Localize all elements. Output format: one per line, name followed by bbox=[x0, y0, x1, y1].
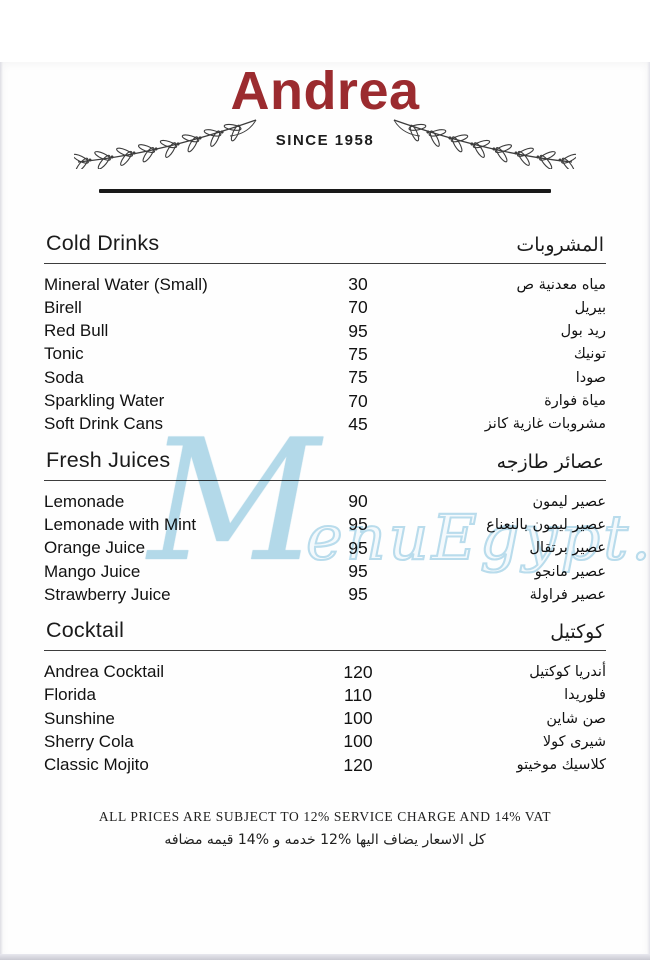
item-price: 90 bbox=[348, 491, 368, 512]
menu-item-row: Florida 110 فلوريدا bbox=[44, 684, 606, 707]
menu-section-fresh-juices: Fresh Juices عصائر طازجه Lemonade 90 عصي… bbox=[44, 448, 606, 606]
item-name-en: Sherry Cola bbox=[44, 731, 134, 751]
item-price: 95 bbox=[348, 320, 368, 341]
item-name-en: Strawberry Juice bbox=[44, 584, 171, 604]
item-name-en: Andrea Cocktail bbox=[44, 662, 165, 682]
item-price: 100 bbox=[343, 708, 373, 729]
item-name-ar: عصير ليمون bbox=[532, 493, 606, 510]
menu-item-row: Tonic 75 تونيك bbox=[44, 343, 606, 366]
section-header: Fresh Juices عصائر طازجه bbox=[44, 448, 606, 481]
menu-item-row: Soda 75 صودا bbox=[44, 366, 606, 389]
menu-item-row: Orange Juice 95 عصير برتقال bbox=[44, 537, 606, 560]
menu-item-row: Mango Juice 95 عصير مانجو bbox=[44, 560, 606, 583]
item-name-en: Florida bbox=[44, 685, 96, 705]
section-title-ar: عصائر طازجه bbox=[496, 450, 604, 473]
section-rows: Lemonade 90 عصير ليمون Lemonade with Min… bbox=[44, 481, 606, 606]
service-charge-notice-ar: كل الاسعار يضاف اليها %12 خدمه و %14 قيم… bbox=[164, 831, 486, 848]
section-header: Cocktail كوكتيل bbox=[44, 618, 606, 652]
item-price: 70 bbox=[348, 297, 368, 318]
menu-item-row: Sparkling Water 70 مياة فوارة bbox=[44, 389, 606, 412]
item-price: 95 bbox=[348, 584, 368, 605]
menu-item-row: Sherry Cola 100 شيرى كولا bbox=[44, 730, 606, 753]
item-name-ar: مشروبات غازية كانز bbox=[484, 416, 606, 433]
item-name-en: Sunshine bbox=[44, 708, 115, 728]
item-name-en: Soft Drink Cans bbox=[44, 414, 164, 434]
branch-ornament-right-icon bbox=[393, 119, 577, 170]
menu-item-row: Lemonade 90 عصير ليمون bbox=[44, 490, 606, 513]
item-name-ar: ريد بول bbox=[560, 323, 606, 340]
item-price: 120 bbox=[343, 754, 373, 775]
item-name-en: Red Bull bbox=[44, 321, 109, 341]
menu-item-row: Birell 70 بيريل bbox=[44, 296, 606, 319]
item-price: 30 bbox=[348, 274, 368, 295]
menu-item-row: Lemonade with Mint 95 عصير ليمون بالنعنا… bbox=[44, 513, 606, 536]
item-price: 45 bbox=[348, 413, 368, 434]
item-price: 95 bbox=[348, 561, 368, 581]
since-row: SINCE 1958 bbox=[0, 119, 650, 170]
header-divider bbox=[99, 189, 551, 193]
item-name-en: Sparkling Water bbox=[44, 391, 165, 411]
menu-section-cocktail: Cocktail كوكتيل Andrea Cocktail 120 أندر… bbox=[44, 618, 606, 776]
section-title-ar: المشروبات bbox=[516, 233, 604, 256]
item-price: 75 bbox=[348, 343, 368, 364]
item-name-en: Classic Mojito bbox=[44, 755, 149, 775]
branch-ornament-left-icon bbox=[73, 119, 257, 170]
menu-footer: ALL PRICES ARE SUBJECT TO 12% SERVICE CH… bbox=[0, 809, 650, 848]
section-title-ar: كوكتيل bbox=[550, 621, 604, 644]
item-name-ar: كلاسيك موخيتو bbox=[516, 757, 606, 774]
menu-item-row: Red Bull 95 ريد بول bbox=[44, 319, 606, 342]
item-name-ar: عصير مانجو bbox=[534, 563, 606, 580]
section-rows: Andrea Cocktail 120 أندريا كوكتيل Florid… bbox=[44, 651, 606, 776]
item-name-ar: بيريل bbox=[574, 299, 606, 316]
item-name-en: Soda bbox=[44, 367, 84, 387]
item-name-ar: مياه معدنية ص bbox=[516, 276, 606, 293]
item-name-ar: صودا bbox=[575, 369, 606, 386]
service-charge-notice-en: ALL PRICES ARE SUBJECT TO 12% SERVICE CH… bbox=[98, 808, 552, 824]
menu-item-row: Mineral Water (Small) 30 مياه معدنية ص bbox=[44, 273, 606, 296]
item-name-en: Tonic bbox=[44, 344, 84, 364]
photo-edge-bottom bbox=[0, 954, 650, 960]
menu-section-cold-drinks: Cold Drinks المشروبات Mineral Water (Sma… bbox=[44, 231, 606, 436]
item-name-ar: شيرى كولا bbox=[542, 733, 606, 750]
item-price: 110 bbox=[344, 684, 372, 705]
section-title-en: Cocktail bbox=[46, 618, 125, 643]
section-header: Cold Drinks المشروبات bbox=[44, 231, 606, 264]
photo-edge-left bbox=[0, 62, 3, 960]
item-name-ar: عصير برتقال bbox=[529, 540, 606, 557]
item-price: 95 bbox=[348, 537, 368, 558]
menu-header: Andrea SINCE 1958 bbox=[0, 61, 650, 193]
menu-page: Andrea SINCE 1958 bbox=[0, 61, 650, 960]
item-name-en: Mineral Water (Small) bbox=[44, 274, 208, 294]
item-price: 120 bbox=[343, 661, 373, 682]
item-name-en: Lemonade bbox=[44, 491, 125, 511]
item-price: 70 bbox=[348, 390, 368, 411]
item-name-en: Lemonade with Mint bbox=[44, 514, 197, 534]
item-name-ar: أندريا كوكتيل bbox=[529, 664, 606, 681]
item-price: 100 bbox=[343, 731, 373, 752]
item-name-ar: صن شاين bbox=[546, 710, 606, 727]
item-name-ar: تونيك bbox=[573, 346, 606, 363]
item-name-ar: عصير فراولة bbox=[529, 586, 606, 603]
section-title-en: Cold Drinks bbox=[46, 230, 160, 255]
menu-item-row: Classic Mojito 120 كلاسيك موخيتو bbox=[44, 754, 606, 777]
menu-item-row: Andrea Cocktail 120 أندريا كوكتيل bbox=[44, 660, 606, 683]
restaurant-name: Andrea bbox=[230, 61, 420, 121]
since-label: SINCE 1958 bbox=[275, 132, 375, 150]
menu-item-row: Sunshine 100 صن شاين bbox=[44, 707, 606, 730]
item-name-ar: مياة فوارة bbox=[544, 393, 606, 410]
section-title-en: Fresh Juices bbox=[46, 447, 171, 472]
photo-edge-right bbox=[647, 62, 650, 960]
item-name-ar: فلوريدا bbox=[564, 687, 606, 704]
item-name-en: Birell bbox=[44, 297, 82, 317]
item-price: 95 bbox=[348, 514, 368, 535]
item-name-en: Mango Juice bbox=[44, 561, 141, 581]
menu-body: Cold Drinks المشروبات Mineral Water (Sma… bbox=[0, 231, 650, 777]
item-name-en: Orange Juice bbox=[44, 538, 146, 558]
section-rows: Mineral Water (Small) 30 مياه معدنية ص B… bbox=[44, 264, 606, 436]
menu-item-row: Soft Drink Cans 45 مشروبات غازية كانز bbox=[44, 413, 606, 436]
menu-item-row: Strawberry Juice 95 عصير فراولة bbox=[44, 583, 606, 606]
item-price: 75 bbox=[348, 367, 368, 388]
item-name-ar: عصير ليمون بالنعناع bbox=[486, 516, 606, 533]
